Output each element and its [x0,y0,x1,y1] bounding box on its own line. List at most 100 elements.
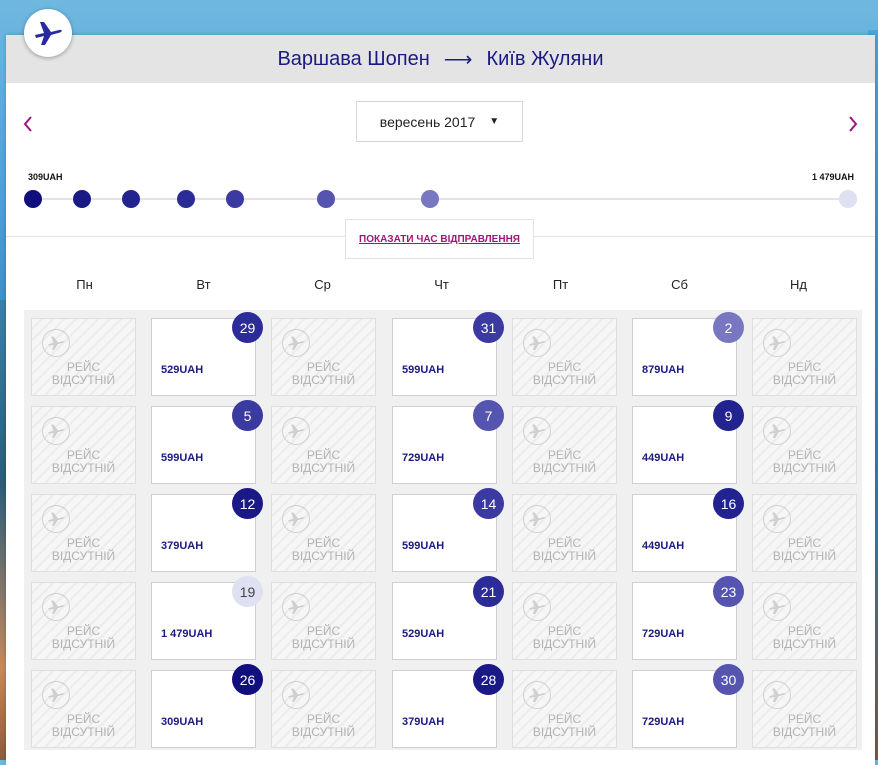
no-flight-label-line1: РЕЙС [66,712,101,726]
no-flight-cell: РЕЙС ВІДСУТНІЙ [752,494,857,572]
calendar-day-cell[interactable]: 729UAH 23 [632,576,744,660]
no-flight-label-line1: РЕЙС [787,360,822,374]
no-flight-label: РЕЙС ВІДСУТНІЙ [513,625,616,651]
origin-label: Варшава Шопен [277,47,430,70]
airplane-icon [523,505,551,533]
day-price: 309UAH [161,716,204,728]
no-flight-label: РЕЙС ВІДСУТНІЙ [753,537,856,563]
day-number-badge: 9 [713,400,744,431]
no-flight-label-line1: РЕЙС [787,712,822,726]
day-number-badge: 21 [473,576,504,607]
calendar-day-cell[interactable]: 449UAH 9 [632,400,744,484]
no-flight-label: РЕЙС ВІДСУТНІЙ [513,713,616,739]
prev-month-chevron-icon[interactable] [23,113,33,137]
price-slider-dot[interactable] [839,190,857,208]
no-flight-label: РЕЙС ВІДСУТНІЙ [32,449,135,475]
no-flight-cell: РЕЙС ВІДСУТНІЙ [271,582,376,660]
price-slider-dot[interactable] [226,190,244,208]
no-flight-label-line1: РЕЙС [306,536,341,550]
month-select[interactable]: вересень 2017 ▼ [356,101,523,142]
airplane-icon [42,329,70,357]
day-number-badge: 2 [713,312,744,343]
airplane-icon [42,681,70,709]
calendar-day-cell[interactable]: 379UAH 12 [151,488,263,572]
day-price: 529UAH [161,364,204,376]
no-flight-label: РЕЙС ВІДСУТНІЙ [32,537,135,563]
calendar-day-cell[interactable]: 1 479UAH 19 [151,576,263,660]
no-flight-label: РЕЙС ВІДСУТНІЙ [753,449,856,475]
no-flight-label-line1: РЕЙС [787,536,822,550]
calendar-day-cell[interactable]: 379UAH 28 [392,664,504,748]
no-flight-label-line1: РЕЙС [547,448,582,462]
weekday-label: Нд [790,277,807,292]
day-number-badge: 31 [473,312,504,343]
airplane-icon [42,505,70,533]
price-slider-dot[interactable] [316,190,335,208]
calendar-day-cell[interactable]: 599UAH 31 [392,312,504,396]
calendar-day-cell[interactable]: 729UAH 7 [392,400,504,484]
airplane-icon [42,417,70,445]
destination-label: Київ Жуляни [486,47,604,70]
price-slider-dot[interactable] [421,190,440,208]
no-flight-label-line2: ВІДСУТНІЙ [532,637,597,651]
no-flight-cell: РЕЙС ВІДСУТНІЙ [512,582,617,660]
no-flight-label: РЕЙС ВІДСУТНІЙ [32,625,135,651]
no-flight-cell: РЕЙС ВІДСУТНІЙ [31,406,136,484]
day-number-badge: 26 [232,664,263,695]
no-flight-cell: РЕЙС ВІДСУТНІЙ [752,670,857,748]
weekday-label: Пт [552,277,569,292]
price-slider-dot[interactable] [72,190,91,208]
next-month-chevron-icon[interactable] [848,113,858,137]
airplane-icon [523,593,551,621]
airplane-icon [282,417,310,445]
airplane-icon [282,681,310,709]
price-slider-dot[interactable] [24,190,42,208]
price-slider-dot[interactable] [121,190,140,208]
calendar-day-cell[interactable]: 879UAH 2 [632,312,744,396]
no-flight-label-line2: ВІДСУТНІЙ [532,725,597,739]
show-departure-times-button[interactable]: ПОКАЗАТИ ЧАС ВІДПРАВЛЕННЯ [345,219,534,259]
calendar-day-cell[interactable]: 599UAH 14 [392,488,504,572]
airplane-icon [523,329,551,357]
calendar-day-cell[interactable]: 529UAH 21 [392,576,504,660]
weekday-label: Вт [196,277,211,292]
airplane-icon [42,593,70,621]
no-flight-label-line1: РЕЙС [66,536,101,550]
price-max-label: 1 479UAH [811,172,854,182]
no-flight-label-line2: ВІДСУТНІЙ [51,373,116,387]
route-header: Варшава Шопен ⟶ Київ Жуляни [6,35,875,83]
price-slider-track [33,198,856,200]
no-flight-cell: РЕЙС ВІДСУТНІЙ [512,670,617,748]
no-flight-label: РЕЙС ВІДСУТНІЙ [272,449,375,475]
no-flight-label-line1: РЕЙС [306,712,341,726]
day-price: 729UAH [402,452,445,464]
no-flight-label: РЕЙС ВІДСУТНІЙ [513,449,616,475]
day-price: 599UAH [402,364,445,376]
no-flight-label-line1: РЕЙС [547,712,582,726]
no-flight-label-line1: РЕЙС [306,360,341,374]
day-price: 449UAH [642,452,685,464]
no-flight-label-line2: ВІДСУТНІЙ [532,461,597,475]
no-flight-label-line1: РЕЙС [66,448,101,462]
calendar-day-cell[interactable]: 729UAH 30 [632,664,744,748]
day-number-badge: 23 [713,576,744,607]
no-flight-label: РЕЙС ВІДСУТНІЙ [753,361,856,387]
no-flight-label: РЕЙС ВІДСУТНІЙ [32,361,135,387]
day-number-badge: 5 [232,400,263,431]
calendar-day-cell[interactable]: 529UAH 29 [151,312,263,396]
airplane-icon [282,593,310,621]
calendar-day-cell[interactable]: 309UAH 26 [151,664,263,748]
day-number-badge: 28 [473,664,504,695]
no-flight-label: РЕЙС ВІДСУТНІЙ [272,625,375,651]
no-flight-label: РЕЙС ВІДСУТНІЙ [753,625,856,651]
no-flight-label-line1: РЕЙС [306,448,341,462]
calendar-day-cell[interactable]: 449UAH 16 [632,488,744,572]
no-flight-cell: РЕЙС ВІДСУТНІЙ [31,318,136,396]
price-slider-dot[interactable] [177,190,196,208]
day-price: 379UAH [161,540,204,552]
weekday-label: Сб [671,277,688,292]
no-flight-label-line1: РЕЙС [306,624,341,638]
calendar-day-cell[interactable]: 599UAH 5 [151,400,263,484]
no-flight-label: РЕЙС ВІДСУТНІЙ [272,361,375,387]
weekday-header: Пн Вт Ср Чт Пт Сб Нд [25,277,858,292]
